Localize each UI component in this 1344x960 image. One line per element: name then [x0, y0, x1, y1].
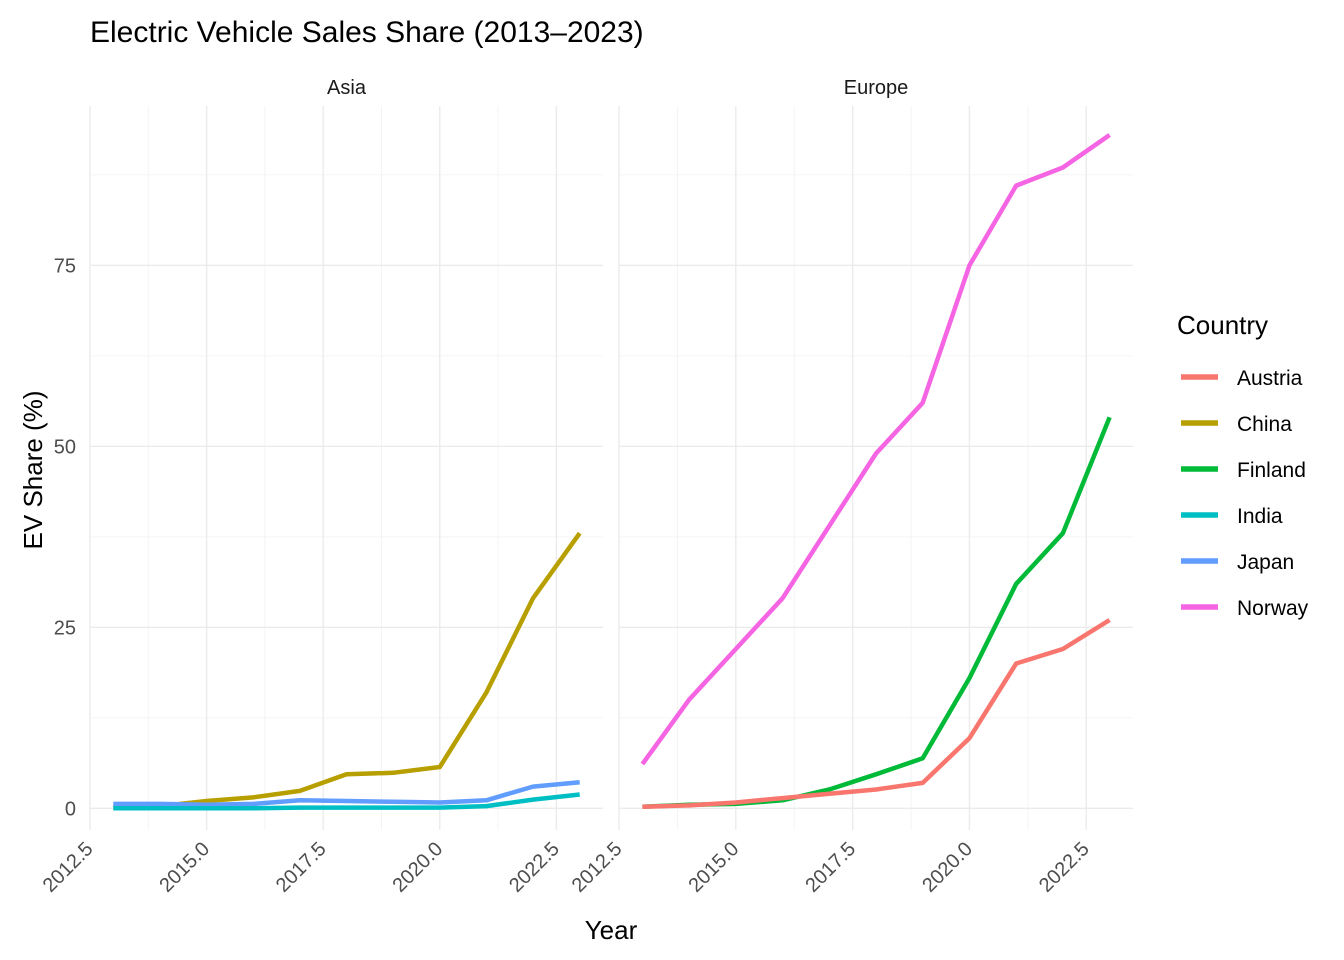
series-line-norway [640, 133, 1111, 766]
x-tick-label: 2015.0 [685, 838, 744, 897]
x-tick-label: 2022.5 [1035, 838, 1094, 897]
legend-label: Japan [1237, 551, 1294, 574]
chart-title: Electric Vehicle Sales Share (2013–2023) [90, 16, 644, 49]
facet-europe: Europe 2012.5 2015.0 2017.5 2020.0 2022.5 [568, 77, 1133, 897]
y-axis-title: EV Share (%) [18, 391, 48, 550]
y-tick-label: 50 [54, 436, 76, 458]
series-line-japan [113, 779, 580, 807]
legend-item-china: China [1181, 413, 1292, 436]
legend-label: Finland [1237, 459, 1306, 482]
legend-title: Country [1177, 310, 1268, 340]
facet-strip-label: Europe [844, 77, 909, 99]
x-tick-label: 2012.5 [568, 838, 627, 897]
legend: Country Austria China Finland India Japan Nor… [1177, 310, 1309, 620]
legend-item-finland: Finland [1181, 459, 1306, 482]
legend-label: India [1237, 505, 1283, 528]
legend-item-austria: Austria [1181, 367, 1303, 390]
series-line-austria [642, 618, 1111, 810]
legend-label: Norway [1237, 597, 1309, 620]
y-tick-label: 0 [65, 798, 76, 820]
x-tick-label: 2022.5 [505, 838, 564, 897]
legend-label: Austria [1237, 367, 1303, 390]
facet-strip-label: Asia [327, 77, 367, 99]
series-lines [113, 531, 582, 811]
x-tick-label: 2020.0 [388, 838, 447, 897]
legend-item-india: India [1181, 505, 1283, 528]
legend-items: Austria China Finland India Japan Norway [1181, 367, 1309, 620]
x-tick-label: 2012.5 [39, 838, 98, 897]
series-line-china [113, 531, 582, 810]
x-axis-title: Year [585, 915, 638, 945]
y-tick-label: 25 [54, 617, 76, 639]
series-line-india [113, 792, 580, 811]
gridlines [89, 106, 603, 830]
facet-asia: Asia 2012.5 2015.0 2017.5 2020.0 2022.5 [39, 77, 603, 897]
x-tick-label: 2015.0 [155, 838, 214, 897]
x-tick-label: 2017.5 [272, 838, 331, 897]
series-line-finland [642, 416, 1112, 810]
x-tick-label: 2020.0 [918, 838, 977, 897]
legend-label: China [1237, 413, 1292, 436]
gridlines [618, 106, 1133, 830]
legend-item-norway: Norway [1181, 597, 1309, 620]
series-lines [640, 133, 1112, 810]
x-tick-label: 2017.5 [801, 838, 860, 897]
y-tick-label: 75 [54, 255, 76, 277]
legend-item-japan: Japan [1181, 551, 1294, 574]
y-axis: 0 25 50 75 [54, 255, 76, 820]
